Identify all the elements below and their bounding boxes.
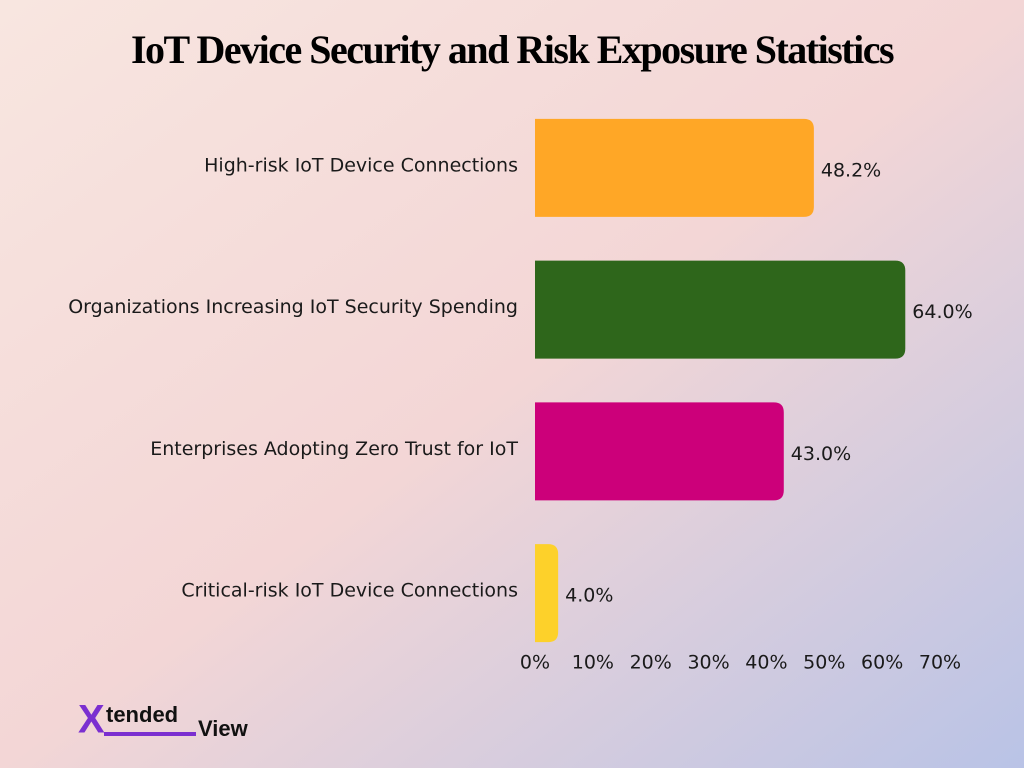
x-tick-label: 0% bbox=[520, 652, 550, 674]
bar bbox=[535, 118, 814, 217]
y-tick-label: High-risk IoT Device Connections bbox=[204, 154, 518, 176]
bar bbox=[535, 402, 784, 501]
value-label: 48.2% bbox=[821, 159, 881, 181]
value-label: 64.0% bbox=[912, 301, 972, 323]
x-tick-label: 50% bbox=[803, 652, 845, 674]
logo-mark: X bbox=[78, 698, 105, 742]
y-tick-label: Organizations Increasing IoT Security Sp… bbox=[68, 296, 518, 318]
x-tick-label: 70% bbox=[919, 652, 961, 674]
bar bbox=[535, 260, 906, 359]
logo-text: tended bbox=[106, 702, 178, 727]
value-label: 4.0% bbox=[565, 585, 613, 607]
y-tick-label: Enterprises Adopting Zero Trust for IoT bbox=[150, 438, 518, 460]
logo: X tended View bbox=[78, 698, 249, 742]
bar bbox=[535, 544, 559, 643]
logo-underline bbox=[104, 732, 196, 736]
x-tick-label: 20% bbox=[630, 652, 672, 674]
x-tick-label: 40% bbox=[745, 652, 787, 674]
logo-text: View bbox=[198, 716, 249, 741]
x-tick-label: 60% bbox=[861, 652, 903, 674]
value-label: 43.0% bbox=[791, 443, 851, 465]
x-tick-label: 30% bbox=[687, 652, 729, 674]
x-tick-label: 10% bbox=[572, 652, 614, 674]
y-tick-label: Critical-risk IoT Device Connections bbox=[181, 580, 518, 602]
chart-title: IoT Device Security and Risk Exposure St… bbox=[131, 27, 894, 72]
